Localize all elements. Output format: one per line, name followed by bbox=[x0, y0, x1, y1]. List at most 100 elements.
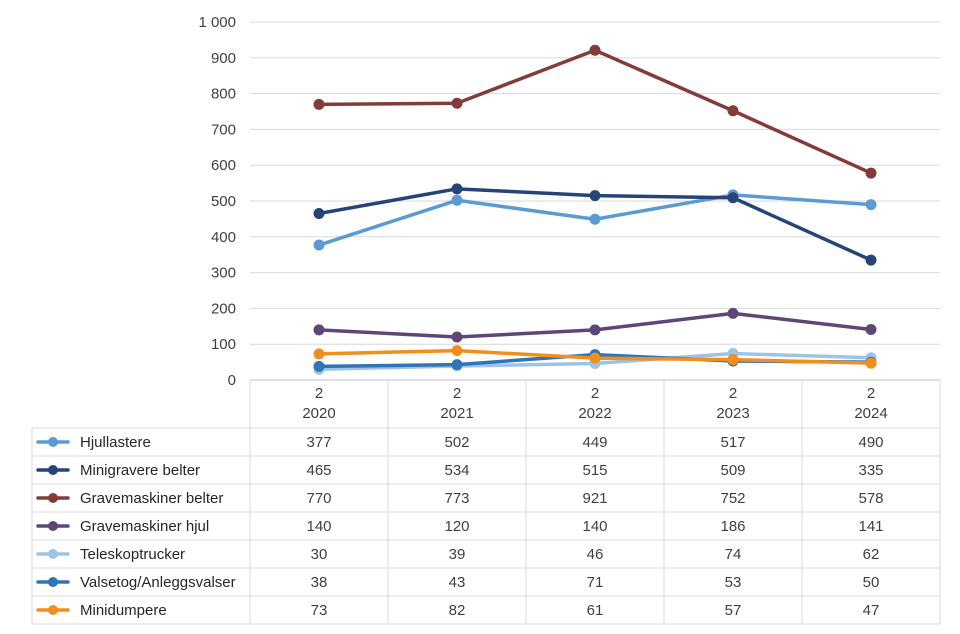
x-tick-label: 2023 bbox=[716, 405, 749, 422]
data-point bbox=[451, 359, 463, 371]
x-tick-label: 2024 bbox=[854, 405, 887, 422]
data-table-cell: 465 bbox=[306, 462, 331, 479]
data-table-cell: 50 bbox=[863, 574, 880, 591]
data-table-cell: 74 bbox=[725, 546, 742, 563]
series-line bbox=[317, 48, 873, 175]
data-point bbox=[589, 44, 601, 56]
data-table-cell: 140 bbox=[582, 518, 607, 535]
data-point bbox=[313, 324, 325, 336]
data-table-cell: 30 bbox=[311, 546, 328, 563]
data-point bbox=[313, 239, 325, 251]
data-point bbox=[727, 307, 739, 319]
data-point bbox=[313, 208, 325, 220]
data-point bbox=[865, 254, 877, 266]
data-table-cell: 53 bbox=[725, 574, 742, 591]
data-table-cell: 38 bbox=[311, 574, 328, 591]
data-table-cell: 71 bbox=[587, 574, 604, 591]
data-table-cell: 502 bbox=[444, 434, 469, 451]
data-point bbox=[451, 183, 463, 195]
data-point bbox=[313, 98, 325, 110]
data-table-cell: 141 bbox=[858, 518, 883, 535]
y-tick-label: 600 bbox=[211, 157, 236, 174]
x-tick-label: 2 bbox=[453, 385, 461, 402]
data-table-cell: 140 bbox=[306, 518, 331, 535]
data-point bbox=[451, 345, 463, 357]
data-table-cell: 47 bbox=[863, 602, 880, 619]
legend-key-marker bbox=[48, 577, 58, 587]
x-tick-label: 2020 bbox=[302, 405, 335, 422]
data-table-cell: 73 bbox=[311, 602, 328, 619]
y-tick-label: 0 bbox=[228, 372, 236, 389]
data-table-cell: 57 bbox=[725, 602, 742, 619]
data-table-cell: 578 bbox=[858, 490, 883, 507]
y-tick-label: 100 bbox=[211, 336, 236, 353]
data-table-cell: 62 bbox=[863, 546, 880, 563]
data-table-cell: 534 bbox=[444, 462, 469, 479]
data-table-cell: 515 bbox=[582, 462, 607, 479]
data-point bbox=[451, 331, 463, 343]
data-table-cell: 490 bbox=[858, 434, 883, 451]
data-point bbox=[727, 105, 739, 117]
data-table-cell: 449 bbox=[582, 434, 607, 451]
data-point bbox=[865, 167, 877, 179]
data-table-cell: 377 bbox=[306, 434, 331, 451]
gridlines bbox=[250, 21, 940, 345]
y-tick-label: 1 000 bbox=[198, 14, 236, 31]
x-tick-label: 2 bbox=[591, 385, 599, 402]
data-table-cell: 46 bbox=[587, 546, 604, 563]
x-tick-label: 2021 bbox=[440, 405, 473, 422]
legend-key-marker bbox=[48, 465, 58, 475]
data-table-cell: 43 bbox=[449, 574, 466, 591]
data-point bbox=[865, 324, 877, 336]
data-table-cell: 61 bbox=[587, 602, 604, 619]
x-tick-label: 2 bbox=[729, 385, 737, 402]
data-point bbox=[589, 190, 601, 202]
legend-label: Gravemaskiner belter bbox=[80, 490, 223, 507]
legend-label: Minigravere belter bbox=[80, 462, 200, 479]
data-table-cell: 517 bbox=[720, 434, 745, 451]
data-point bbox=[313, 360, 325, 372]
data-point bbox=[589, 213, 601, 225]
data-point bbox=[589, 352, 601, 364]
y-tick-label: 200 bbox=[211, 300, 236, 317]
y-tick-label: 300 bbox=[211, 265, 236, 282]
data-table-cell: 120 bbox=[444, 518, 469, 535]
data-point bbox=[451, 97, 463, 109]
legend-label: Teleskoptrucker bbox=[80, 546, 185, 563]
legend-key-marker bbox=[48, 521, 58, 531]
x-tick-label: 2 bbox=[315, 385, 323, 402]
data-point bbox=[313, 348, 325, 360]
series-lines bbox=[313, 44, 877, 375]
x-tick-label: 2 bbox=[867, 385, 875, 402]
data-table-cell: 82 bbox=[449, 602, 466, 619]
data-point bbox=[865, 199, 877, 211]
data-table-cell: 509 bbox=[720, 462, 745, 479]
data-point bbox=[727, 354, 739, 366]
data-table-cell: 39 bbox=[449, 546, 466, 563]
legend-label: Hjullastere bbox=[80, 434, 151, 451]
legend-key-marker bbox=[48, 493, 58, 503]
data-point bbox=[589, 324, 601, 336]
data-table-cell: 773 bbox=[444, 490, 469, 507]
data-table-cell: 921 bbox=[582, 490, 607, 507]
x-tick-label: 2022 bbox=[578, 405, 611, 422]
legend-key-marker bbox=[48, 437, 58, 447]
y-tick-label: 400 bbox=[211, 229, 236, 246]
y-tick-label: 800 bbox=[211, 86, 236, 103]
data-table-cell: 186 bbox=[720, 518, 745, 535]
y-tick-label: 500 bbox=[211, 193, 236, 210]
y-axis: 0 100 200 300 400 500 600 700 800 900 1 000 bbox=[198, 14, 236, 389]
data-table-cell: 752 bbox=[720, 490, 745, 507]
legend-label: Valsetog/Anleggsvalser bbox=[80, 574, 236, 591]
legend-key-marker bbox=[48, 605, 58, 615]
data-point bbox=[865, 357, 877, 369]
legend-label: Minidumpere bbox=[80, 602, 167, 619]
y-tick-label: 700 bbox=[211, 121, 236, 138]
data-point bbox=[451, 194, 463, 206]
data-table-cell: 770 bbox=[306, 490, 331, 507]
data-point bbox=[727, 192, 739, 204]
legend-key-marker bbox=[48, 549, 58, 559]
data-table: 2 2020 2 2021 2 2022 2 2023 2 2024 Hjullastere 377 5… bbox=[31, 379, 941, 625]
